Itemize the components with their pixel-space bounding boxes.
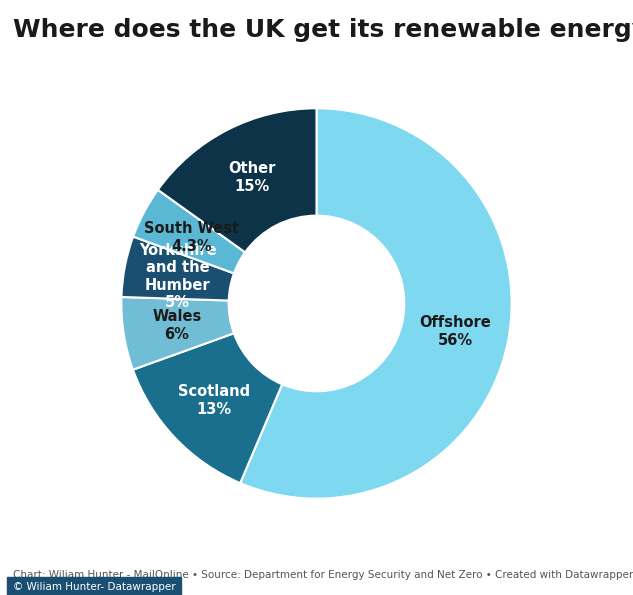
Wedge shape [122,237,234,300]
Wedge shape [240,108,511,499]
Wedge shape [133,333,282,483]
Text: Offshore
56%: Offshore 56% [419,315,491,348]
Text: South West
4.3%: South West 4.3% [144,221,239,253]
Text: Wales
6%: Wales 6% [152,309,201,342]
Wedge shape [133,190,245,273]
Text: Scotland
13%: Scotland 13% [178,384,250,417]
Wedge shape [158,108,316,252]
Text: Chart: Wiliam Hunter - MailOnline • Source: Department for Energy Security and N: Chart: Wiliam Hunter - MailOnline • Sour… [13,570,633,580]
Text: © Wiliam Hunter- Datawrapper: © Wiliam Hunter- Datawrapper [13,582,175,592]
Text: Other
15%: Other 15% [228,161,275,194]
Text: Yorkshire
and the
Humber
5%: Yorkshire and the Humber 5% [139,243,216,310]
Text: Where does the UK get its renewable energy?: Where does the UK get its renewable ener… [13,18,633,42]
Wedge shape [122,297,234,369]
